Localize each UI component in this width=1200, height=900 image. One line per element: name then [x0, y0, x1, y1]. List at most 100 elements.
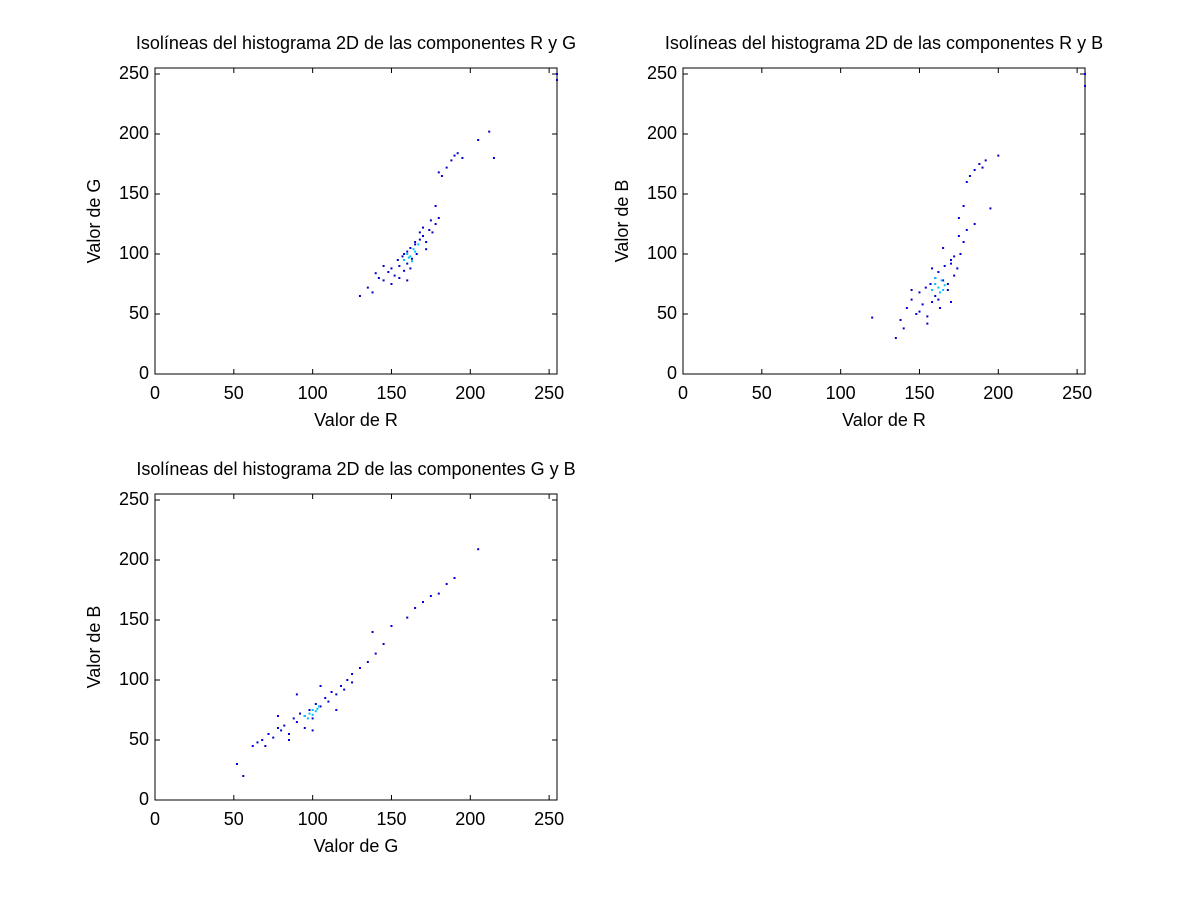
density-point	[894, 337, 897, 339]
y-tick-label: 100	[647, 243, 677, 263]
density-point	[957, 217, 960, 219]
density-point	[942, 247, 945, 249]
density-point	[299, 712, 302, 715]
density-point	[343, 688, 346, 691]
density-point	[456, 152, 459, 155]
density-point	[242, 775, 245, 777]
chart-title: Isolíneas del histograma 2D de las compo…	[136, 33, 576, 53]
density-point	[950, 301, 952, 303]
density-point	[938, 291, 941, 294]
density-point	[477, 548, 480, 551]
plot-area	[154, 493, 558, 801]
density-point	[406, 616, 409, 619]
density-point	[978, 163, 981, 165]
density-point	[989, 207, 992, 210]
y-tick-label: 150	[647, 183, 677, 203]
density-point	[461, 157, 464, 159]
density-point	[409, 255, 412, 258]
x-tick-label: 0	[150, 383, 160, 403]
density-point	[422, 601, 424, 603]
y-tick-label: 0	[139, 363, 149, 383]
density-point	[918, 291, 921, 294]
y-tick-label: 50	[129, 303, 149, 323]
density-point	[425, 248, 428, 251]
density-point	[390, 283, 393, 285]
density-point	[288, 739, 290, 741]
density-point	[938, 307, 941, 309]
density-point	[374, 272, 377, 275]
x-tick-label: 250	[534, 809, 564, 829]
density-point	[267, 733, 270, 735]
density-point	[924, 286, 927, 289]
density-point	[317, 705, 320, 708]
density-point	[382, 279, 385, 282]
density-point	[934, 277, 937, 279]
density-point	[926, 322, 929, 325]
density-point	[351, 673, 354, 675]
density-point	[406, 262, 409, 265]
density-point	[382, 265, 385, 267]
density-point	[956, 267, 959, 270]
density-point	[403, 259, 406, 261]
density-point	[968, 175, 971, 177]
density-point	[398, 277, 401, 279]
density-point	[905, 307, 908, 309]
density-point	[319, 685, 322, 687]
y-tick-label: 250	[119, 489, 149, 509]
density-point	[953, 255, 956, 258]
density-point	[261, 739, 264, 741]
y-tick-label: 50	[657, 303, 677, 323]
y-tick-label: 200	[647, 123, 677, 143]
y-tick-label: 200	[119, 549, 149, 569]
density-point	[962, 205, 965, 207]
density-point	[335, 709, 338, 711]
y-tick-label: 250	[647, 63, 677, 83]
density-point	[251, 745, 254, 747]
density-point	[414, 243, 417, 246]
density-point	[351, 681, 354, 684]
density-point	[445, 583, 448, 585]
density-point	[984, 159, 987, 162]
density-point	[406, 279, 409, 282]
density-point	[488, 130, 491, 133]
x-tick-label: 200	[983, 383, 1013, 403]
density-point	[358, 295, 361, 297]
density-point	[415, 253, 418, 255]
density-point	[959, 253, 962, 255]
density-point	[410, 257, 413, 260]
density-point	[973, 223, 976, 225]
y-axis-label: Valor de B	[612, 180, 632, 263]
density-point	[981, 166, 984, 169]
density-point	[910, 289, 913, 291]
y-tick-label: 100	[119, 243, 149, 263]
density-point	[303, 715, 306, 717]
density-point	[950, 262, 952, 265]
density-point	[403, 269, 406, 272]
density-point	[311, 709, 314, 711]
density-point	[374, 652, 377, 655]
x-tick-label: 250	[534, 383, 564, 403]
x-axis-label: Valor de R	[842, 410, 926, 430]
x-tick-label: 200	[455, 383, 485, 403]
density-point	[437, 171, 440, 174]
y-tick-label: 150	[119, 609, 149, 629]
density-point	[934, 295, 937, 297]
density-point	[926, 315, 929, 318]
density-point	[950, 259, 952, 261]
density-point	[428, 229, 431, 231]
density-point	[406, 250, 409, 253]
density-point	[398, 265, 401, 267]
density-point	[283, 724, 286, 727]
y-axis-label: Valor de B	[84, 606, 104, 689]
density-point	[308, 709, 311, 711]
plot-area	[682, 67, 1086, 375]
x-tick-label: 0	[150, 809, 160, 829]
x-tick-label: 50	[224, 809, 244, 829]
x-tick-label: 150	[904, 383, 934, 403]
density-point	[915, 313, 918, 315]
density-point	[340, 685, 343, 687]
density-point	[366, 661, 369, 663]
x-tick-label: 100	[826, 383, 856, 403]
